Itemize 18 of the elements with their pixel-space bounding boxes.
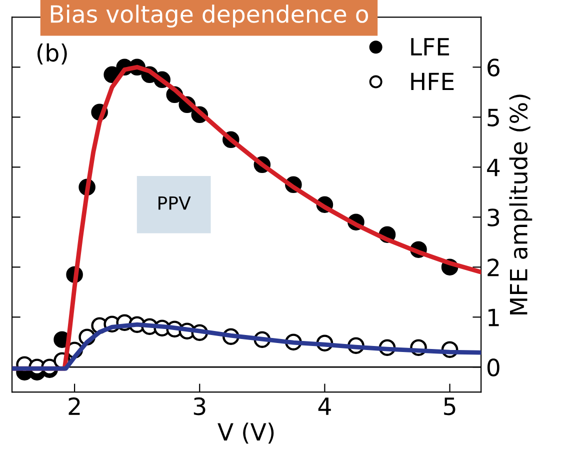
y-tick-label: 0 (487, 358, 500, 376)
legend-label: HFE (411, 72, 454, 90)
x-tick-label: 4 (318, 398, 331, 415)
y-tick-label: 2 (488, 258, 499, 276)
x-tick-label: 5 (444, 398, 456, 416)
x-tick-label: 2 (68, 397, 80, 415)
legend-label: LFE (411, 38, 450, 56)
y-tick-label: 5 (488, 108, 499, 126)
chart-title: Bias voltage dependence o (50, 4, 368, 28)
y-tick-label: 4 (487, 158, 500, 176)
y-tick-label: 1 (488, 308, 499, 326)
y-tick-label: 3 (488, 208, 500, 226)
x-axis-title: V (V) (218, 422, 274, 444)
annotation: (b) (37, 43, 67, 64)
x-tick-label: 3 (194, 397, 206, 416)
annotation: PPV (158, 196, 191, 210)
y-axis-title: MFE amplitude (%) (509, 94, 532, 314)
y-tick-label: 6 (488, 58, 500, 76)
